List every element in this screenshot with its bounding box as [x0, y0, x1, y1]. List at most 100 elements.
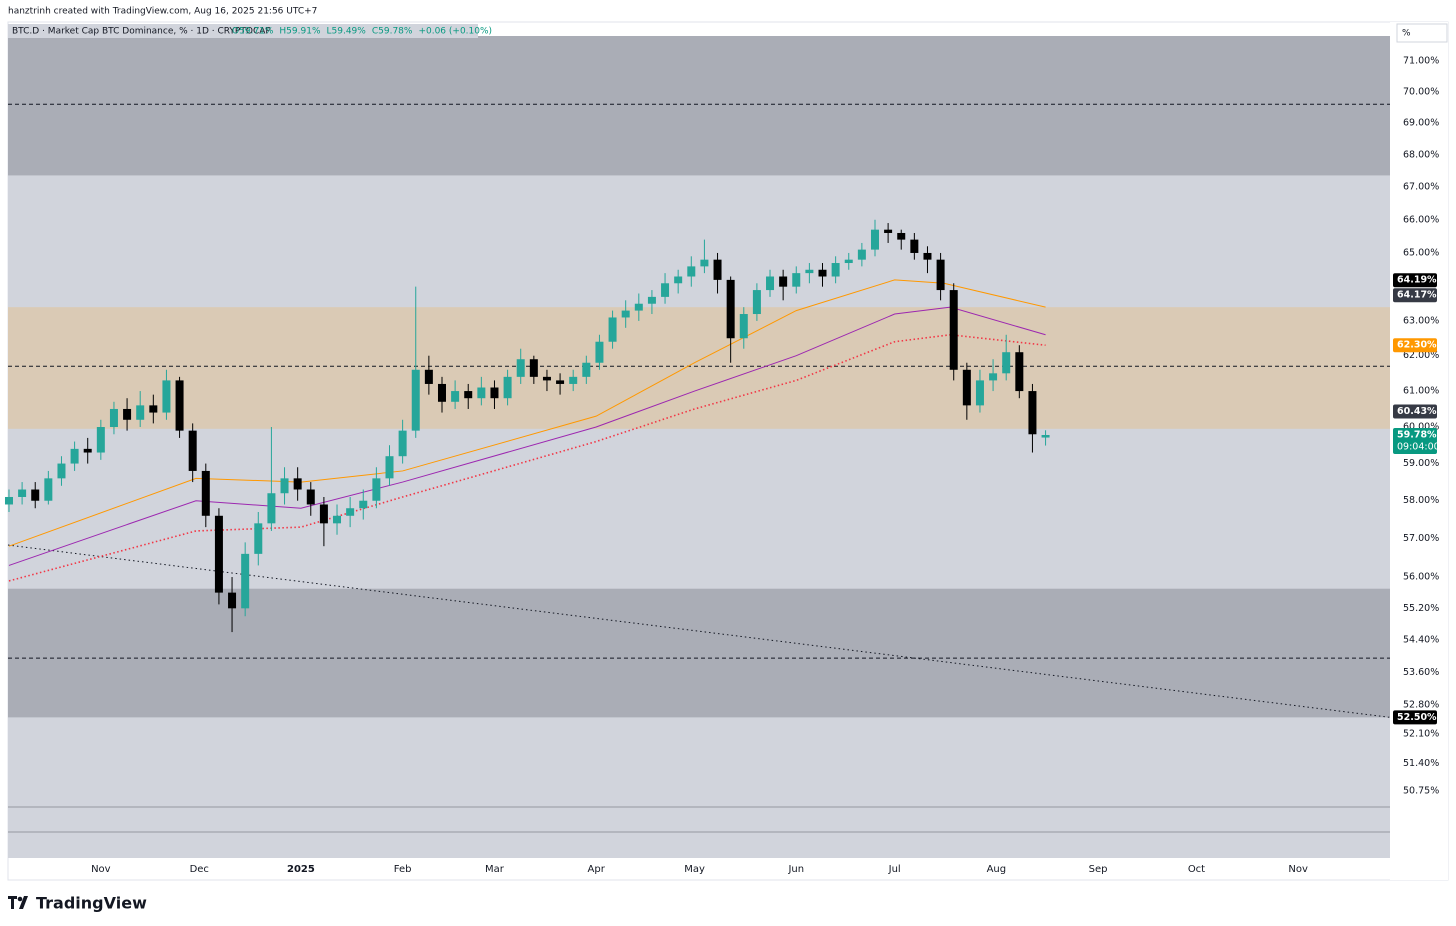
price-label: 64.19% — [1397, 275, 1437, 286]
candle-body — [437, 383, 446, 402]
candle-body — [57, 463, 66, 479]
candle-body — [542, 376, 551, 381]
ohlc-value: L59.49% — [327, 27, 367, 37]
zone — [8, 588, 1390, 718]
candle-body — [989, 373, 998, 381]
candle-body — [333, 515, 342, 524]
scale-mode: % — [1402, 29, 1411, 39]
candle-body — [923, 252, 932, 260]
price-label: 59.78% — [1397, 429, 1437, 440]
y-tick-label: 60.00% — [1403, 422, 1439, 433]
price-label-bg — [1393, 710, 1437, 725]
candle-body — [464, 391, 473, 399]
price-label-bg — [1393, 288, 1437, 303]
candle-body — [149, 405, 158, 413]
x-tick-label: Sep — [1089, 864, 1108, 875]
candle-body — [910, 239, 919, 253]
candle-body — [884, 229, 893, 233]
candle-body — [661, 283, 670, 297]
y-tick-label: 63.00% — [1403, 315, 1439, 326]
candle-body — [1041, 434, 1050, 438]
zone — [8, 36, 1390, 176]
candle-body — [228, 592, 237, 609]
candle-body — [516, 359, 525, 377]
candle-body — [936, 259, 945, 291]
candle-body — [346, 508, 355, 516]
candle-body — [503, 376, 512, 399]
candle-body — [162, 380, 171, 413]
candle-body — [857, 249, 866, 260]
x-tick-label: May — [684, 864, 705, 875]
candle-body — [1015, 352, 1024, 392]
candle-body — [792, 273, 801, 287]
y-tick-label: 62.00% — [1403, 350, 1439, 361]
candle-body — [870, 229, 879, 250]
price-label: 52.50% — [1397, 712, 1437, 723]
candle-body — [1028, 391, 1037, 435]
candle-body — [831, 263, 840, 277]
x-tick-label: Mar — [485, 864, 505, 875]
candle-body — [267, 493, 276, 524]
x-tick-label: Jul — [888, 864, 901, 875]
candle-body — [647, 296, 656, 304]
candle-body — [188, 430, 197, 471]
price-label-bg — [1393, 427, 1437, 454]
candle-body — [451, 391, 460, 402]
candle-body — [779, 276, 788, 287]
candle-body — [726, 279, 735, 339]
zone — [8, 307, 1390, 429]
indicator-line — [8, 306, 1046, 566]
candle-body — [411, 369, 420, 431]
candle-body — [214, 515, 223, 593]
candle-body — [424, 369, 433, 384]
y-tick-label: 68.00% — [1403, 149, 1439, 160]
candle-body — [83, 448, 92, 453]
y-tick-label: 69.00% — [1403, 118, 1439, 129]
candle-body — [175, 380, 184, 431]
candle-body — [1002, 352, 1011, 374]
candle-body — [385, 456, 394, 479]
price-label: 60.43% — [1397, 406, 1437, 417]
candle-body — [674, 276, 683, 284]
candle-body — [608, 317, 617, 342]
price-label: 62.30% — [1397, 340, 1437, 351]
candle-body — [700, 259, 709, 267]
y-tick-label: 57.00% — [1403, 533, 1439, 544]
indicator-line — [8, 333, 1046, 582]
candle-body — [319, 504, 328, 524]
candle-body — [621, 310, 630, 318]
candle-body — [109, 408, 118, 428]
candle-body — [123, 408, 132, 420]
y-tick-label: 59.00% — [1403, 458, 1439, 469]
axes: 71.00% 70.00% 69.00% 68.00% 67.00% 66.00% 65.0… — [91, 55, 1440, 875]
candle-body — [280, 478, 289, 494]
candle-body — [201, 470, 210, 516]
indicator-line — [8, 279, 1046, 547]
candle-body — [529, 359, 538, 377]
candle-body — [31, 489, 40, 501]
y-tick-label: 66.00% — [1403, 214, 1439, 225]
ohlc-value: C59.78% — [372, 27, 413, 37]
candle-body — [766, 276, 775, 291]
scale-mode-button[interactable] — [1396, 23, 1448, 43]
candle-body — [818, 269, 827, 277]
candle-body — [359, 500, 368, 509]
candle-body — [241, 553, 250, 609]
price-label-bg — [1393, 338, 1437, 353]
brand: TradingView — [36, 894, 147, 913]
x-tick-label: Apr — [588, 864, 606, 875]
x-tick-label: Oct — [1188, 864, 1205, 875]
ohlc-value: +0.06 (+0.10%) — [418, 27, 492, 37]
candle-body — [490, 387, 499, 399]
candle-body — [477, 387, 486, 399]
price-label: 64.17% — [1397, 290, 1437, 301]
y-tick-label: 50.75% — [1403, 786, 1439, 797]
x-tick-label: Aug — [987, 864, 1007, 875]
x-tick-label: Dec — [190, 864, 209, 875]
candle-body — [569, 376, 578, 384]
ohlc-legend: O59.71% H59.91% L59.49% C59.78% +0.06 (+0.10… — [232, 27, 492, 37]
y-tick-label: 70.00% — [1403, 86, 1439, 97]
y-tick-label: 52.80% — [1403, 699, 1439, 710]
y-tick-label: 65.00% — [1403, 247, 1439, 258]
y-tick-label: 61.00% — [1403, 386, 1439, 397]
